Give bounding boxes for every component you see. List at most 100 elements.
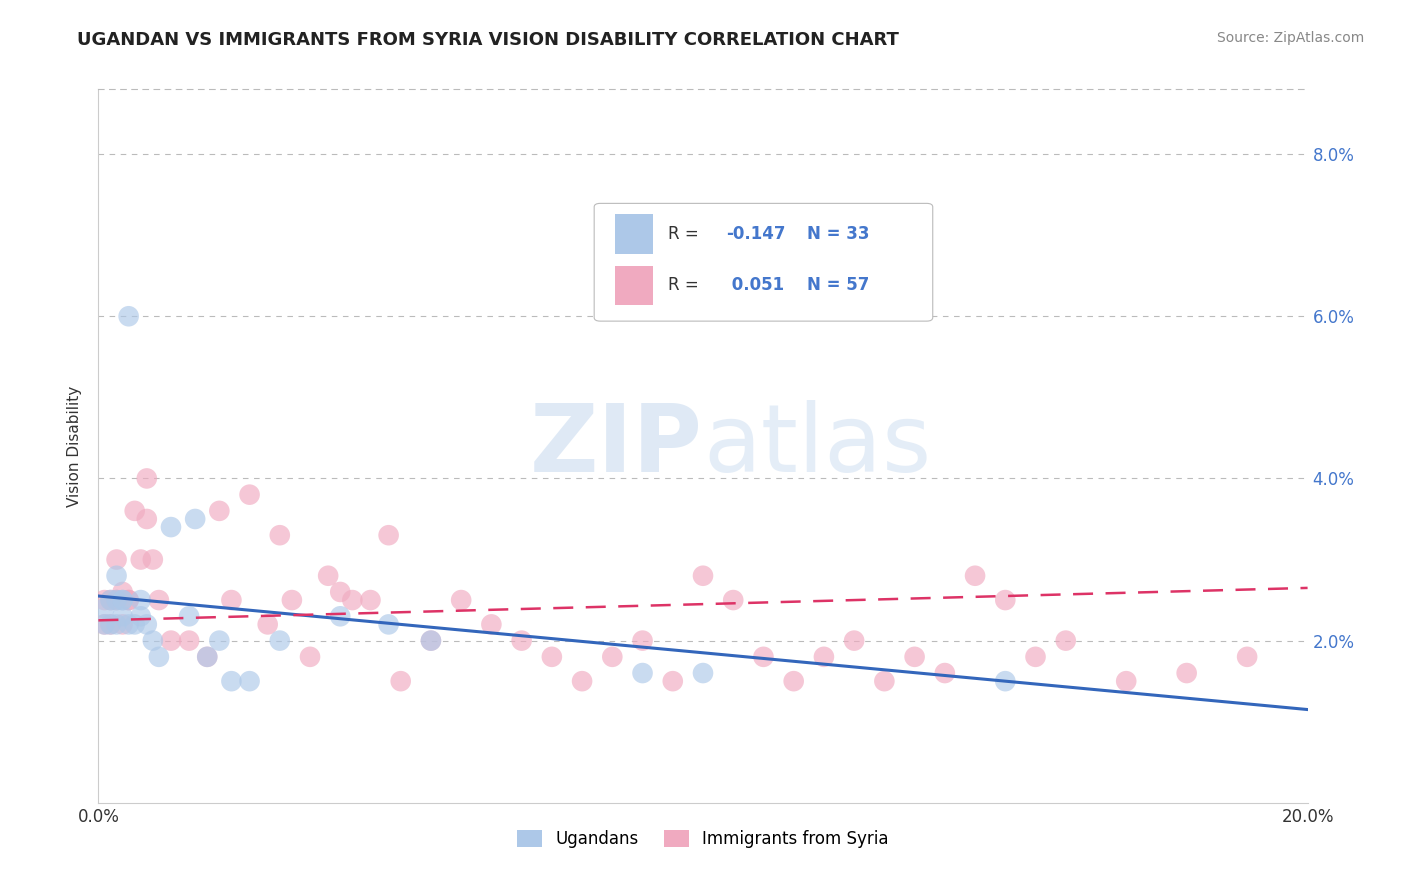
Point — [135, 471, 157, 485]
Point — [602, 649, 624, 664]
Point — [692, 568, 714, 582]
Point — [389, 674, 412, 689]
Point — [934, 666, 956, 681]
Point — [100, 593, 122, 607]
Point — [118, 593, 141, 607]
Point — [105, 568, 128, 582]
Point — [111, 609, 134, 624]
Point — [221, 674, 243, 689]
Point — [813, 649, 835, 664]
Point — [142, 633, 165, 648]
Point — [142, 552, 165, 566]
Text: N = 33: N = 33 — [807, 225, 869, 243]
Point — [1236, 649, 1258, 664]
Point — [329, 585, 352, 599]
Text: N = 57: N = 57 — [807, 277, 869, 294]
Text: Source: ZipAtlas.com: Source: ZipAtlas.com — [1216, 31, 1364, 45]
Point — [124, 504, 146, 518]
Point — [752, 211, 775, 226]
Point — [256, 617, 278, 632]
Point — [692, 666, 714, 681]
Point — [208, 633, 231, 648]
Point — [316, 568, 339, 582]
Point — [208, 504, 231, 518]
Point — [111, 585, 134, 599]
Legend: Ugandans, Immigrants from Syria: Ugandans, Immigrants from Syria — [510, 823, 896, 855]
Point — [420, 633, 443, 648]
Point — [1054, 633, 1077, 648]
Point — [1024, 649, 1046, 664]
Point — [1115, 674, 1137, 689]
FancyBboxPatch shape — [595, 203, 932, 321]
Point — [342, 593, 364, 607]
Point — [111, 593, 134, 607]
Point — [111, 593, 134, 607]
Point — [118, 593, 141, 607]
Text: UGANDAN VS IMMIGRANTS FROM SYRIA VISION DISABILITY CORRELATION CHART: UGANDAN VS IMMIGRANTS FROM SYRIA VISION … — [77, 31, 900, 49]
Bar — [614, 214, 654, 253]
Point — [93, 601, 115, 615]
Point — [420, 633, 443, 648]
Point — [631, 666, 654, 681]
Point — [965, 568, 987, 582]
Text: atlas: atlas — [703, 400, 931, 492]
Point — [135, 617, 157, 632]
Point — [661, 674, 683, 689]
Point — [281, 593, 304, 607]
Point — [118, 310, 141, 324]
Point — [93, 617, 115, 632]
Point — [93, 617, 115, 632]
Point — [239, 674, 262, 689]
Point — [105, 593, 128, 607]
Point — [148, 593, 170, 607]
Point — [195, 649, 218, 664]
Text: ZIP: ZIP — [530, 400, 703, 492]
Point — [377, 617, 399, 632]
Point — [221, 593, 243, 607]
Point — [844, 633, 866, 648]
Point — [783, 674, 806, 689]
Point — [360, 593, 382, 607]
Point — [100, 617, 122, 632]
Point — [540, 649, 562, 664]
Point — [129, 593, 152, 607]
Text: R =: R = — [668, 277, 704, 294]
Point — [100, 617, 122, 632]
Point — [105, 552, 128, 566]
Point — [723, 593, 745, 607]
Point — [105, 617, 128, 632]
Point — [129, 552, 152, 566]
Point — [239, 488, 262, 502]
Point — [118, 617, 141, 632]
Point — [481, 617, 503, 632]
Point — [269, 633, 291, 648]
Point — [873, 674, 896, 689]
Point — [100, 593, 122, 607]
Text: 0.051: 0.051 — [725, 277, 785, 294]
Point — [329, 609, 352, 624]
Point — [571, 674, 593, 689]
Point — [160, 633, 183, 648]
Point — [160, 520, 183, 534]
Point — [179, 633, 201, 648]
Point — [752, 649, 775, 664]
Point — [510, 633, 533, 648]
Point — [1175, 666, 1198, 681]
Point — [111, 617, 134, 632]
Text: R =: R = — [668, 225, 704, 243]
Y-axis label: Vision Disability: Vision Disability — [67, 385, 83, 507]
Point — [450, 593, 472, 607]
Point — [904, 649, 927, 664]
Point — [135, 512, 157, 526]
Point — [299, 649, 322, 664]
Point — [148, 649, 170, 664]
Point — [124, 617, 146, 632]
Point — [994, 593, 1017, 607]
Point — [93, 593, 115, 607]
Point — [994, 674, 1017, 689]
Bar — [614, 266, 654, 305]
Point — [105, 593, 128, 607]
Point — [129, 609, 152, 624]
Point — [179, 609, 201, 624]
Text: -0.147: -0.147 — [725, 225, 786, 243]
